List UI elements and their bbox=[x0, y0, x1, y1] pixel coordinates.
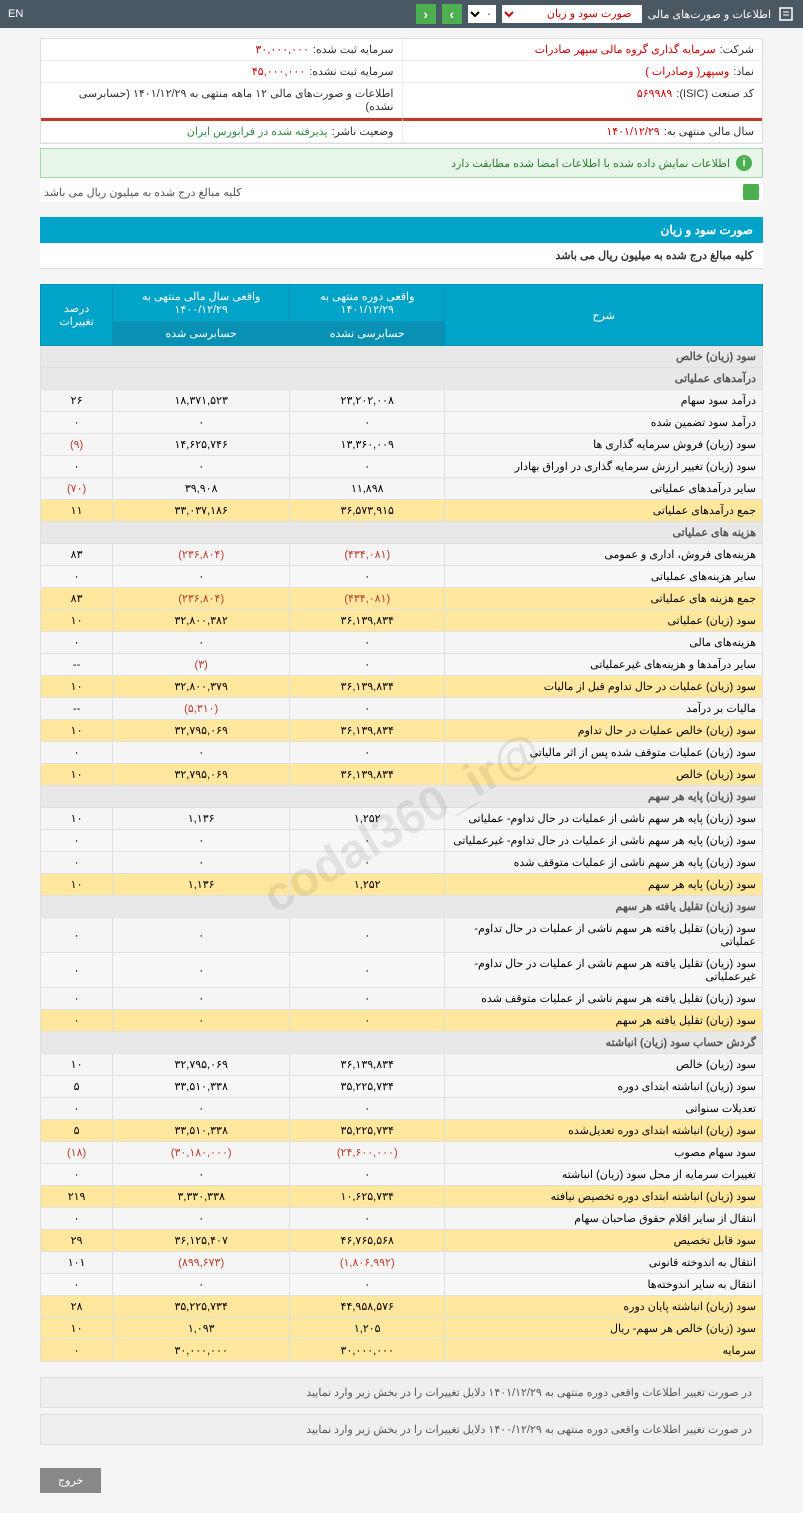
info-icon: i bbox=[736, 155, 752, 171]
col-period-1: واقعی دوره منتهی به ۱۴۰۱/۱۲/۲۹ bbox=[290, 285, 445, 322]
footer-notes: در صورت تغییر اطلاعات واقعی دوره منتهی ب… bbox=[40, 1377, 763, 1445]
capital-reg-label: سرمایه ثبت شده: bbox=[313, 43, 394, 56]
table-row: سود (زیان) انباشته ابتدای دوره۳۵,۲۲۵,۷۳۴… bbox=[41, 1076, 763, 1098]
table-row: سود (زیان) تقلیل یافته هر سهم ناشی از عم… bbox=[41, 988, 763, 1010]
table-row: انتقال از سایر اقلام حقوق صاحبان سهام۰۰۰ bbox=[41, 1208, 763, 1230]
table-row: سود (زیان) تقلیل یافته هر سهم ناشی از عم… bbox=[41, 953, 763, 988]
table-row: سود (زیان) فروش سرمایه گذاری ها۱۳,۳۶۰,۰۰… bbox=[41, 434, 763, 456]
excel-icon[interactable] bbox=[743, 184, 759, 200]
table-row: سود (زیان) خالص bbox=[41, 346, 763, 368]
table-row: سود (زیان) انباشته ابتدای دوره تعدیل‌شده… bbox=[41, 1120, 763, 1142]
table-row: سود (زیان) پایه هر سهم bbox=[41, 786, 763, 808]
table-row: سود (زیان) پایه هر سهم ناشی از عملیات مت… bbox=[41, 852, 763, 874]
table-row: درآمد سود تضمین شده۰۰۰ bbox=[41, 412, 763, 434]
table-row: سود (زیان) انباشته ابتدای دوره تخصیص نیا… bbox=[41, 1186, 763, 1208]
table-row: انتقال به اندوخته‌ قانونی(۱,۸۰۶,۹۹۲)(۸۹۹… bbox=[41, 1252, 763, 1274]
col-change: درصد تغییرات bbox=[41, 285, 113, 346]
isic-label: کد صنعت (ISIC): bbox=[676, 87, 754, 113]
alert-text: اطلاعات نمایش داده شده با اطلاعات امضا ش… bbox=[451, 157, 730, 170]
capital-unreg-label: سرمایه ثبت نشده: bbox=[309, 65, 393, 78]
info-panel: شرکت:سرمایه گذاری گروه مالی سپهر صادرات … bbox=[40, 38, 763, 202]
table-row: سود (زیان) خالص۳۶,۱۳۹,۸۳۴۳۲,۷۹۵,۰۶۹۱۰ bbox=[41, 1054, 763, 1076]
col-desc: شرح bbox=[445, 285, 763, 346]
symbol-value: وسپهر( وصادرات ) bbox=[645, 65, 729, 78]
section-title: صورت سود و زیان bbox=[40, 217, 763, 243]
table-row: سود (زیان) تغییر ارزش سرمایه گذاری در او… bbox=[41, 456, 763, 478]
table-row: سرمایه۳۰,۰۰۰,۰۰۰۳۰,۰۰۰,۰۰۰۰ bbox=[41, 1340, 763, 1362]
table-row: سود (زیان) پایه هر سهم ناشی از عملیات در… bbox=[41, 830, 763, 852]
symbol-label: نماد: bbox=[733, 65, 754, 78]
topbar-title: اطلاعات و صورت‌های مالی bbox=[648, 8, 771, 21]
note-1: در صورت تغییر اطلاعات واقعی دوره منتهی ب… bbox=[40, 1377, 763, 1408]
col-period-2: واقعی سال مالی منتهی به ۱۴۰۰/۱۲/۲۹ bbox=[113, 285, 290, 322]
table-row: سود قابل تخصیص۴۶,۷۶۵,۵۶۸۳۶,۱۲۵,۴۰۷۲۹ bbox=[41, 1230, 763, 1252]
fyend-label: سال مالی منتهی به: bbox=[664, 125, 754, 138]
table-row: سود (زیان) تقلیل یافته هر سهم ناشی از عم… bbox=[41, 918, 763, 953]
section-sub: کلیه مبالغ درج شده به میلیون ریال می باش… bbox=[40, 243, 763, 269]
table-row: سود (زیان) عملیات متوقف شده پس از اثر ما… bbox=[41, 742, 763, 764]
capital-reg-value: ۳۰,۰۰۰,۰۰۰ bbox=[256, 43, 309, 56]
table-row: سود (زیان) خالص۳۶,۱۳۹,۸۳۴۳۲,۷۹۵,۰۶۹۱۰ bbox=[41, 764, 763, 786]
table-row: هزینه‌های فروش، اداری و عمومی(۴۳۴,۰۸۱)(۲… bbox=[41, 544, 763, 566]
note-2: در صورت تغییر اطلاعات واقعی دوره منتهی ب… bbox=[40, 1414, 763, 1445]
table-wrap: @codal360_ir شرح واقعی دوره منتهی به ۱۴۰… bbox=[40, 284, 763, 1362]
table-row: سود (زیان) خالص عملیات در حال تداوم۳۶,۱۳… bbox=[41, 720, 763, 742]
table-row: سود (زیان) پایه هر سهم۱,۲۵۲۱,۱۳۶۱۰ bbox=[41, 874, 763, 896]
exit-button[interactable]: خروج bbox=[40, 1468, 101, 1493]
status-value: پذیرفته شده در فرابورس ایران bbox=[187, 125, 328, 138]
table-row: جمع هزینه های عملیاتی(۴۳۴,۰۸۱)(۲۳۶,۸۰۴)۸… bbox=[41, 588, 763, 610]
nav-next-button[interactable]: › bbox=[442, 4, 462, 24]
table-row: درآمدهای عملیاتی bbox=[41, 368, 763, 390]
table-row: سود (زیان) تقلیل یافته هر سهم۰۰۰ bbox=[41, 1010, 763, 1032]
table-row: سود (زیان) عملیات در حال تداوم قبل از ما… bbox=[41, 676, 763, 698]
table-row: انتقال به سایر اندوخته‌ها۰۰۰ bbox=[41, 1274, 763, 1296]
pl-table: شرح واقعی دوره منتهی به ۱۴۰۱/۱۲/۲۹ واقعی… bbox=[40, 284, 763, 1362]
table-row: سود (زیان) عملیاتی۳۶,۱۳۹,۸۳۴۳۲,۸۰۰,۳۸۲۱۰ bbox=[41, 610, 763, 632]
table-row: سود (زیان) خالص هر سهم- ریال۱,۲۰۵۱,۰۹۳۱۰ bbox=[41, 1318, 763, 1340]
table-row: سایر هزینه‌های عملیاتی۰۰۰ bbox=[41, 566, 763, 588]
report-icon bbox=[777, 5, 795, 23]
table-row: سایر درآمدهای عملیاتی۱۱,۸۹۸۳۹,۹۰۸(۷۰) bbox=[41, 478, 763, 500]
company-value: سرمایه گذاری گروه مالی سپهر صادرات bbox=[535, 43, 716, 56]
statement-dropdown[interactable]: صورت سود و زیان bbox=[502, 5, 642, 23]
table-row: سود (زیان) انباشته‌ پایان‌ دوره۴۴,۹۵۸,۵۷… bbox=[41, 1296, 763, 1318]
table-row: سود (زیان) پایه هر سهم ناشی از عملیات در… bbox=[41, 808, 763, 830]
alert-bar: i اطلاعات نمایش داده شده با اطلاعات امضا… bbox=[40, 148, 763, 178]
table-row: مالیات بر درآمد۰(۵,۳۱۰)-- bbox=[41, 698, 763, 720]
isic-value: ۵۶۹۹۸۹ bbox=[637, 87, 672, 113]
topbar: اطلاعات و صورت‌های مالی صورت سود و زیان … bbox=[0, 0, 803, 28]
fyend-value: ۱۴۰۱/۱۲/۲۹ bbox=[606, 125, 659, 138]
table-row: سایر درآمدها و هزینه‌های غیرعملیاتی۰(۳)-… bbox=[41, 654, 763, 676]
nav-prev-button[interactable]: ‹ bbox=[416, 4, 436, 24]
table-row: هزینه های عملیاتی bbox=[41, 522, 763, 544]
table-row: سود (زیان) تقلیل یافته هر سهم bbox=[41, 896, 763, 918]
col-sub-2: حسابرسی شده bbox=[113, 322, 290, 346]
table-row: تعدیلات سنواتی۰۰۰ bbox=[41, 1098, 763, 1120]
lang-switch[interactable]: EN bbox=[8, 8, 23, 20]
mini-dropdown[interactable]: ۰ bbox=[468, 5, 496, 23]
col-sub-1: حسابرسی نشده bbox=[290, 322, 445, 346]
table-row: تغییرات سرمایه از محل سود (زیان) انباشته… bbox=[41, 1164, 763, 1186]
capital-unreg-value: ۴۵,۰۰۰,۰۰۰ bbox=[252, 65, 305, 78]
table-row: هزینه‌های مالی۰۰۰ bbox=[41, 632, 763, 654]
status-label: وضعیت ناشر: bbox=[332, 125, 394, 138]
table-row: گردش حساب سود (زیان) انباشته bbox=[41, 1032, 763, 1054]
company-label: شرکت: bbox=[720, 43, 754, 56]
units-text: کلیه مبالغ درج شده به میلیون ریال می باش… bbox=[44, 186, 241, 199]
table-row: درآمد سود سهام۲۳,۲۰۲,۰۰۸۱۸,۳۷۱,۵۲۳۲۶ bbox=[41, 390, 763, 412]
table-row: جمع درآمدهای عملیاتی۳۶,۵۷۳,۹۱۵۳۳,۰۳۷,۱۸۶… bbox=[41, 500, 763, 522]
table-row: سود سهام‌ مصوب(۲۴,۶۰۰,۰۰۰)(۳۰,۱۸۰,۰۰۰)(۱… bbox=[41, 1142, 763, 1164]
report-label: اطلاعات و صورت‌های مالی ۱۲ ماهه منتهی به… bbox=[49, 87, 394, 113]
